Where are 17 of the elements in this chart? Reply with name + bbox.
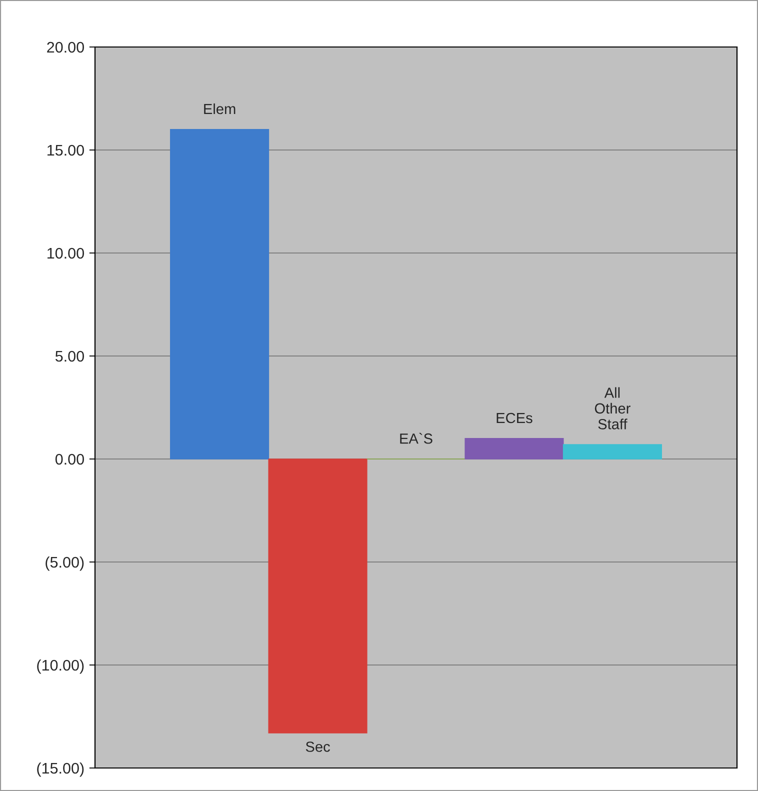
- series-label: All Other Staff: [594, 387, 630, 430]
- bar: [170, 128, 270, 460]
- y-tick-label: (5.00): [46, 556, 84, 571]
- series-label: EA`S: [400, 432, 432, 444]
- series-label: Elem: [204, 103, 236, 114]
- series-label: ECEs: [496, 412, 532, 424]
- y-tick-label: 10.00: [48, 248, 84, 259]
- series-label: Sec: [306, 742, 330, 752]
- y-tick-label: (10.00): [37, 659, 84, 674]
- y-tick-label: 5.00: [55, 350, 84, 362]
- y-tick-label: 15.00: [48, 144, 84, 156]
- bar: [268, 458, 368, 734]
- bar: [464, 438, 564, 460]
- bar: [562, 444, 662, 460]
- y-tick-label: (15.00): [37, 762, 84, 777]
- y-tick-label: 20.00: [47, 42, 84, 53]
- y-tick-label: 0.00: [55, 454, 84, 465]
